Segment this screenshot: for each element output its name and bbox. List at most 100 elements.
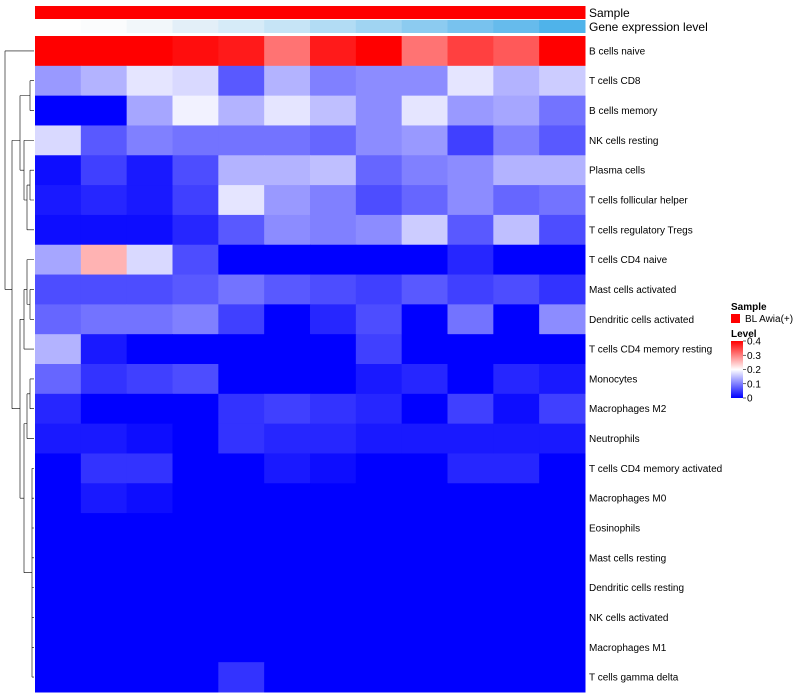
heatmap-cell: [218, 453, 265, 484]
heatmap-cell: [310, 95, 357, 126]
row-label: B cells naive: [589, 46, 646, 57]
heatmap-cell: [493, 423, 540, 454]
heatmap-cell: [172, 244, 219, 276]
annotation-cell: [310, 6, 357, 19]
heatmap-cell: [218, 125, 265, 156]
heatmap-cell: [355, 244, 403, 276]
heatmap-cell: [355, 304, 403, 335]
heatmap-cell: [172, 155, 219, 186]
row-label: NK cells resting: [589, 136, 658, 147]
heatmap-cell: [493, 572, 540, 604]
heatmap-cell: [310, 185, 357, 216]
dendrogram-branch: [26, 259, 30, 305]
heatmap-cell: [447, 334, 494, 365]
heatmap-cell: [35, 542, 82, 574]
legend-tick-label: 0.2: [747, 365, 761, 376]
heatmap-cell: [218, 393, 265, 425]
heatmap-cell: [264, 483, 311, 514]
heatmap-cell: [218, 632, 265, 663]
heatmap-cell: [310, 125, 357, 156]
heatmap-cell: [539, 304, 586, 335]
heatmap-cell: [447, 542, 494, 574]
heatmap-cell: [126, 483, 173, 514]
heatmap-cell: [218, 65, 265, 97]
heatmap-cell: [264, 95, 311, 126]
heatmap-cell: [539, 662, 586, 693]
row-label: T cells follicular helper: [589, 196, 688, 207]
heatmap-cell: [35, 274, 82, 305]
heatmap-cell: [493, 95, 540, 126]
annotation-cell: [401, 20, 448, 33]
heatmap-cell: [310, 65, 357, 97]
heatmap-cell: [126, 185, 173, 216]
heatmap-cell: [218, 483, 265, 514]
heatmap-cell: [447, 304, 494, 335]
heatmap-cell: [264, 542, 311, 574]
heatmap-cell: [401, 95, 448, 126]
heatmap-cell: [355, 542, 403, 574]
heatmap-cell: [401, 244, 448, 276]
heatmap-cell: [401, 572, 448, 604]
heatmap-cell: [539, 125, 586, 156]
heatmap-cell: [539, 95, 586, 126]
row-label: B cells memory: [589, 106, 657, 117]
heatmap-cell: [493, 542, 540, 574]
heatmap-cell: [401, 393, 448, 425]
heatmap-cell: [310, 662, 357, 693]
heatmap-cell: [355, 602, 403, 633]
heatmap-cell: [172, 662, 219, 693]
heatmap-cell: [35, 602, 82, 633]
annotation-cell: [264, 6, 311, 19]
annotation-cell: [401, 6, 448, 19]
heatmap-cell: [539, 36, 586, 67]
heatmap-cell: [539, 423, 586, 454]
heatmap-cell: [264, 632, 311, 663]
heatmap-cell: [355, 572, 403, 604]
heatmap-cell: [126, 125, 173, 156]
heatmap-cell: [264, 662, 311, 693]
heatmap-cell: [35, 65, 82, 97]
legend-level-colorbar: [731, 341, 743, 398]
row-label: Macrophages M1: [589, 643, 667, 654]
heatmap-cell: [172, 572, 219, 604]
heatmap-cell: [80, 185, 128, 216]
row-label: Plasma cells: [589, 166, 645, 177]
heatmap-cell: [35, 453, 82, 484]
heatmap-cell: [35, 662, 82, 693]
heatmap-cell: [126, 65, 173, 97]
heatmap-cell: [218, 274, 265, 305]
heatmap-cell: [493, 393, 540, 425]
annotation-cell: [35, 6, 82, 19]
heatmap-cell: [35, 483, 82, 514]
heatmap-cell: [218, 185, 265, 216]
heatmap-cell: [310, 632, 357, 663]
heatmap-cell: [80, 155, 128, 186]
heatmap-cell: [493, 334, 540, 365]
heatmap-cell: [355, 513, 403, 544]
heatmap-cell: [447, 244, 494, 276]
heatmap-cell: [401, 453, 448, 484]
heatmap-cell: [310, 542, 357, 574]
heatmap-cell: [264, 244, 311, 276]
heatmap-cell: [35, 304, 82, 335]
heatmap-cell: [218, 662, 265, 693]
heatmap-cell: [126, 155, 173, 186]
heatmap-cell: [401, 542, 448, 574]
row-label: T cells gamma delta: [589, 673, 679, 684]
heatmap-cell: [172, 274, 219, 305]
heatmap-cell: [35, 214, 82, 246]
heatmap-cell: [80, 364, 128, 395]
heatmap-cell: [539, 155, 586, 186]
heatmap-cell: [310, 483, 357, 514]
annotation-label: Gene expression level: [589, 20, 708, 34]
heatmap-cell: [264, 65, 311, 97]
heatmap-cell: [310, 155, 357, 186]
heatmap-cell: [264, 274, 311, 305]
heatmap-cell: [35, 513, 82, 544]
heatmap-cell: [126, 572, 173, 604]
annotation-cell: [447, 20, 494, 33]
heatmap-cell: [218, 214, 265, 246]
heatmap-cell: [355, 334, 403, 365]
row-labels: B cells naive T cells CD8 B cells memory NK…: [589, 46, 722, 683]
annotation-cell: [126, 20, 173, 33]
